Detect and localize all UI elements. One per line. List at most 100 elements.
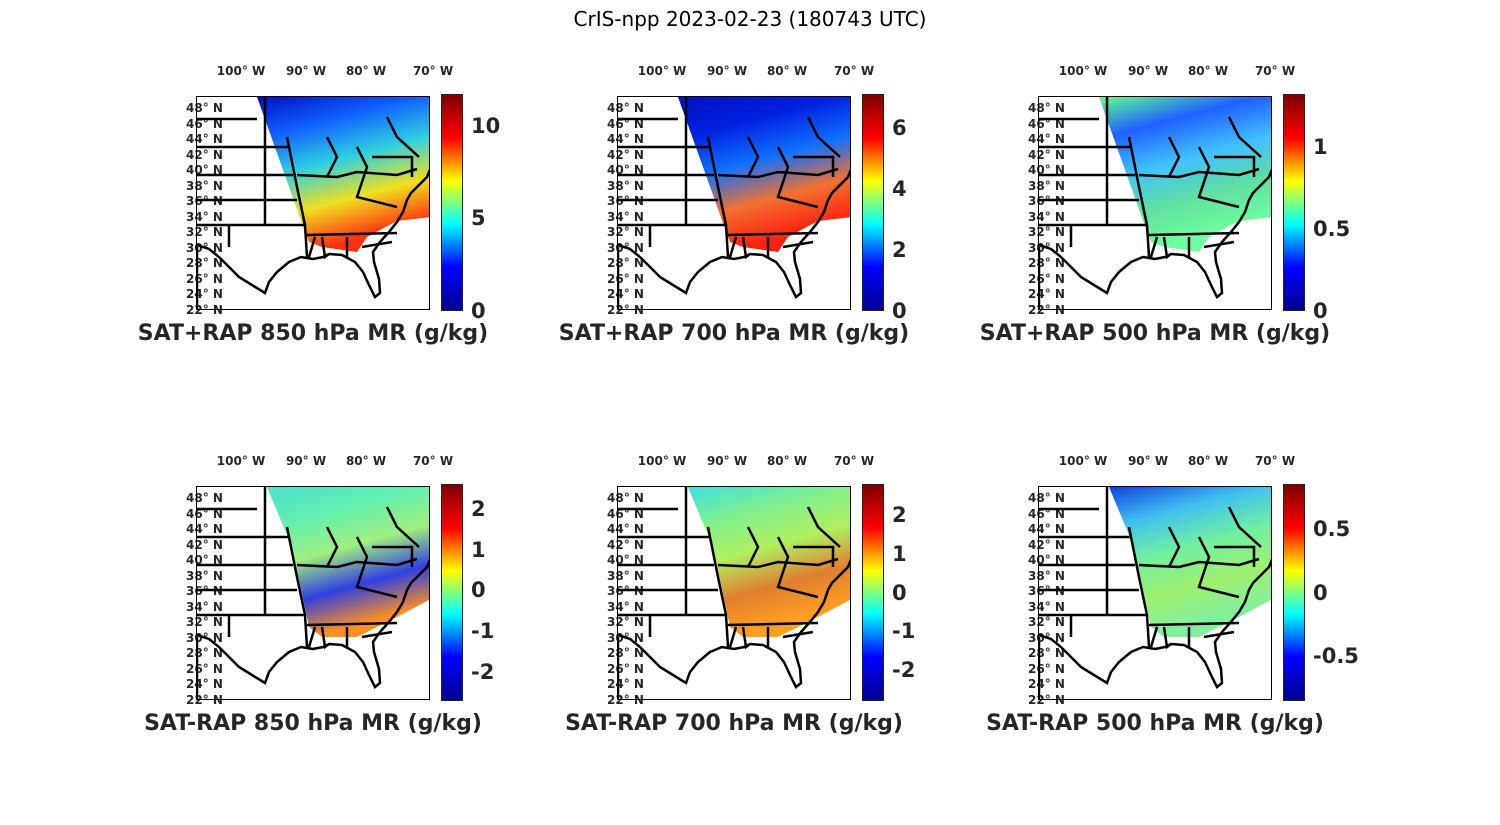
lon-tick-label: 90° W xyxy=(1127,64,1169,78)
state-boundary xyxy=(706,136,730,258)
state-boundary xyxy=(746,136,760,178)
coastline xyxy=(197,558,429,689)
state-boundary xyxy=(285,526,309,648)
colorbar-tick-label: -1 xyxy=(892,619,916,644)
coastline xyxy=(618,558,850,689)
lon-tick-label: 70° W xyxy=(833,64,875,78)
state-boundary xyxy=(1227,506,1262,548)
state-boundary xyxy=(355,536,398,599)
figure-title: CrIS-npp 2023-02-23 (180743 UTC) xyxy=(573,7,927,31)
panel-title: SAT-RAP 700 hPa MR (g/kg) xyxy=(565,711,903,736)
lon-tick-label: 80° W xyxy=(766,454,808,468)
coastline xyxy=(197,168,429,299)
lon-tick-label: 80° W xyxy=(345,64,387,78)
state-boundary xyxy=(285,136,309,258)
state-boundary xyxy=(728,626,738,648)
colorbar-tick-label: -1 xyxy=(471,619,495,644)
state-boundary xyxy=(806,116,841,158)
lon-tick-label: 80° W xyxy=(1187,64,1229,78)
state-boundary xyxy=(727,621,819,627)
colorbar xyxy=(862,484,884,701)
colorbar-tick-label: 0 xyxy=(892,580,907,605)
lon-tick-label: 80° W xyxy=(345,454,387,468)
panel-title: SAT+RAP 700 hPa MR (g/kg) xyxy=(558,321,910,346)
coastline xyxy=(1039,558,1271,689)
colorbar-tick-label: 5 xyxy=(471,206,486,231)
state-boundary xyxy=(793,545,835,567)
state-boundary xyxy=(1167,526,1181,568)
panel-title: SAT-RAP 850 hPa MR (g/kg) xyxy=(144,711,482,736)
map-plot xyxy=(617,96,851,310)
lon-tick-label: 70° W xyxy=(833,454,875,468)
state-boundary xyxy=(793,155,835,177)
lon-tick-label: 100° W xyxy=(1058,64,1108,78)
state-boundary xyxy=(1203,240,1235,249)
colorbar-tick-label: -2 xyxy=(471,660,495,685)
map-plot xyxy=(196,96,430,310)
state-boundary xyxy=(355,146,398,209)
colorbar xyxy=(1283,94,1305,311)
state-boundary xyxy=(296,557,418,569)
state-boundary xyxy=(1214,155,1256,177)
state-boundary xyxy=(717,167,839,179)
state-boundary xyxy=(706,526,730,648)
lon-tick-label: 80° W xyxy=(1187,454,1229,468)
colorbar-tick-label: 0 xyxy=(1313,580,1328,605)
state-boundary xyxy=(727,231,819,237)
map-plot xyxy=(1038,96,1272,310)
colorbar-tick-label: 2 xyxy=(471,496,486,521)
colorbar-tick-label: 4 xyxy=(892,176,907,201)
colorbar-tick-label: 0 xyxy=(471,299,486,323)
state-boundary xyxy=(1149,626,1159,648)
panel-title: SAT+RAP 500 hPa MR (g/kg) xyxy=(979,321,1331,346)
lon-tick-label: 100° W xyxy=(216,64,266,78)
state-boundary xyxy=(1138,167,1260,179)
state-boundary xyxy=(1127,136,1151,258)
state-boundary xyxy=(385,116,420,158)
state-boundary xyxy=(361,630,393,639)
colorbar xyxy=(1283,484,1305,701)
state-boundary xyxy=(1197,146,1240,209)
state-boundary xyxy=(372,545,414,567)
colorbar-tick-label: 10 xyxy=(471,113,501,138)
state-boundary xyxy=(1148,231,1240,237)
colorbar xyxy=(441,94,463,311)
state-boundary xyxy=(1203,630,1235,639)
lon-tick-label: 100° W xyxy=(637,454,687,468)
lon-tick-label: 70° W xyxy=(1254,454,1296,468)
lon-tick-label: 100° W xyxy=(1058,454,1108,468)
colorbar-tick-label: -2 xyxy=(892,658,916,682)
colorbar-tick-label: 0 xyxy=(471,578,486,603)
state-boundary xyxy=(372,155,414,177)
colorbar-tick-label: 0 xyxy=(1313,299,1328,323)
lon-tick-label: 90° W xyxy=(285,64,327,78)
state-boundary xyxy=(325,136,339,178)
state-boundary xyxy=(1214,545,1256,567)
colorbar-tick-label: 0.5 xyxy=(1313,216,1351,241)
coastline xyxy=(618,168,850,299)
colorbar-tick-label: 2 xyxy=(892,503,907,527)
state-boundary xyxy=(320,626,330,650)
state-boundary xyxy=(782,630,814,639)
state-boundary xyxy=(1227,116,1262,158)
colorbar-tick-label: 6 xyxy=(892,115,907,140)
state-boundary xyxy=(782,240,814,249)
state-boundary xyxy=(776,146,819,209)
panel-title: SAT-RAP 500 hPa MR (g/kg) xyxy=(986,711,1324,736)
lon-tick-label: 70° W xyxy=(412,64,454,78)
colorbar-tick-label: 1 xyxy=(1313,134,1328,159)
satellite-swath xyxy=(688,487,850,637)
map-plot xyxy=(1038,486,1272,700)
state-boundary xyxy=(776,536,819,599)
colorbar-tick-label: 1 xyxy=(471,537,486,562)
state-boundary xyxy=(325,526,339,568)
lon-tick-label: 70° W xyxy=(1254,64,1296,78)
lon-tick-label: 80° W xyxy=(766,64,808,78)
lon-tick-label: 90° W xyxy=(706,64,748,78)
state-boundary xyxy=(320,236,330,260)
map-plot xyxy=(617,486,851,700)
coastline xyxy=(1039,168,1271,299)
state-boundary xyxy=(1138,557,1260,569)
state-boundary xyxy=(728,236,738,258)
state-boundary xyxy=(806,506,841,548)
